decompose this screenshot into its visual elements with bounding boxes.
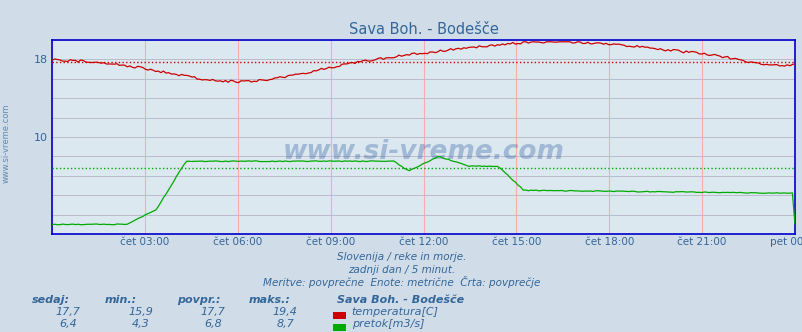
Text: 6,4: 6,4: [59, 319, 77, 329]
Text: 15,9: 15,9: [128, 307, 152, 317]
Text: pretok[m3/s]: pretok[m3/s]: [351, 319, 423, 329]
Text: min.:: min.:: [104, 295, 136, 305]
Text: maks.:: maks.:: [249, 295, 290, 305]
Title: Sava Boh. - Bodešče: Sava Boh. - Bodešče: [348, 22, 498, 37]
Text: 17,7: 17,7: [200, 307, 225, 317]
Text: 8,7: 8,7: [276, 319, 294, 329]
Text: 6,8: 6,8: [204, 319, 221, 329]
Text: zadnji dan / 5 minut.: zadnji dan / 5 minut.: [347, 265, 455, 275]
Text: Sava Boh. - Bodešče: Sava Boh. - Bodešče: [337, 295, 464, 305]
Text: www.si-vreme.com: www.si-vreme.com: [2, 103, 11, 183]
Text: Meritve: povprečne  Enote: metrične  Črta: povprečje: Meritve: povprečne Enote: metrične Črta:…: [262, 276, 540, 288]
Text: www.si-vreme.com: www.si-vreme.com: [282, 139, 564, 165]
Text: 19,4: 19,4: [273, 307, 297, 317]
Text: sedaj:: sedaj:: [32, 295, 70, 305]
Text: Slovenija / reke in morje.: Slovenija / reke in morje.: [336, 252, 466, 262]
Text: 17,7: 17,7: [56, 307, 80, 317]
Text: 4,3: 4,3: [132, 319, 149, 329]
Text: povpr.:: povpr.:: [176, 295, 220, 305]
Text: temperatura[C]: temperatura[C]: [351, 307, 438, 317]
